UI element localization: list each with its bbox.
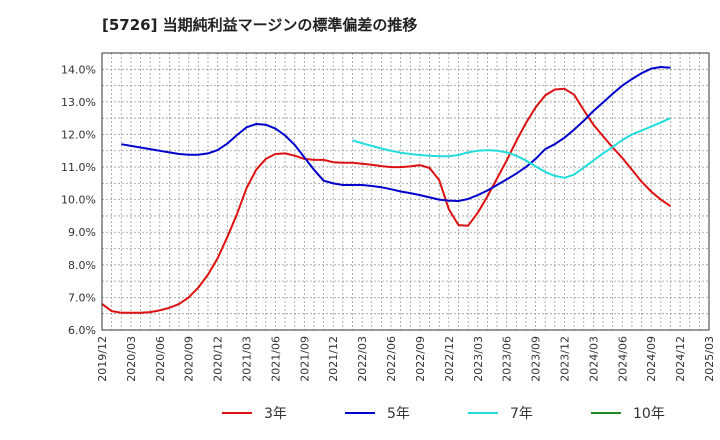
x-tick-label: 2024/03 — [587, 336, 600, 382]
x-tick-label: 2024/12 — [674, 336, 687, 382]
y-tick-label: 6.0% — [68, 324, 96, 337]
x-tick-label: 2022/09 — [414, 336, 427, 382]
x-tick-label: 2023/09 — [530, 336, 543, 382]
x-tick-label: 2021/09 — [298, 336, 311, 382]
x-tick-label: 2023/06 — [501, 336, 514, 382]
x-tick-label: 2021/06 — [269, 336, 282, 382]
axis-labels: 6.0% 7.0% 8.0% 9.0% 10.0% 11.0% 12.0% 13.0% 14.0… — [61, 63, 716, 381]
x-tick-label: 2025/03 — [703, 336, 716, 382]
plot-frame — [101, 52, 710, 331]
y-tick-label: 7.0% — [68, 291, 96, 304]
x-tick-label: 2022/12 — [443, 336, 456, 382]
x-tick-label: 2020/03 — [125, 336, 138, 382]
x-tick-label: 2024/09 — [645, 336, 658, 382]
y-tick-label: 13.0% — [61, 96, 96, 109]
legend-label-1: 5年 — [387, 406, 410, 422]
y-tick-label: 10.0% — [61, 194, 96, 207]
x-tick-label: 2019/12 — [96, 336, 109, 382]
series-line-1 — [121, 66, 671, 202]
x-tick-label: 2022/03 — [356, 336, 369, 382]
x-tick-label: 2020/09 — [183, 336, 196, 382]
x-tick-label: 2024/06 — [616, 336, 629, 382]
legend-label-2: 7年 — [510, 406, 533, 422]
chart-title: [5726] 当期純利益マージンの標準偏差の推移 — [102, 16, 418, 34]
legend: 3年 5年 7年 10年 — [222, 406, 665, 422]
legend-label-3: 10年 — [633, 406, 665, 422]
y-tick-label: 8.0% — [68, 259, 96, 272]
x-tick-label: 2020/06 — [154, 336, 167, 382]
y-tick-label: 9.0% — [68, 226, 96, 239]
x-tick-label: 2021/12 — [327, 336, 340, 382]
series-line-0 — [101, 87, 672, 314]
x-tick-label: 2021/03 — [241, 336, 254, 382]
grid — [102, 53, 709, 330]
x-tick-label: 2022/06 — [385, 336, 398, 382]
y-tick-label: 14.0% — [61, 63, 96, 76]
x-tick-label: 2023/03 — [472, 336, 485, 382]
series-line-2 — [352, 117, 671, 179]
x-tick-label: 2023/12 — [558, 336, 571, 382]
x-tick-label: 2020/12 — [212, 336, 225, 382]
y-tick-label: 12.0% — [61, 128, 96, 141]
series-lines — [101, 66, 672, 314]
legend-label-0: 3年 — [264, 406, 287, 422]
y-tick-label: 11.0% — [61, 161, 96, 174]
